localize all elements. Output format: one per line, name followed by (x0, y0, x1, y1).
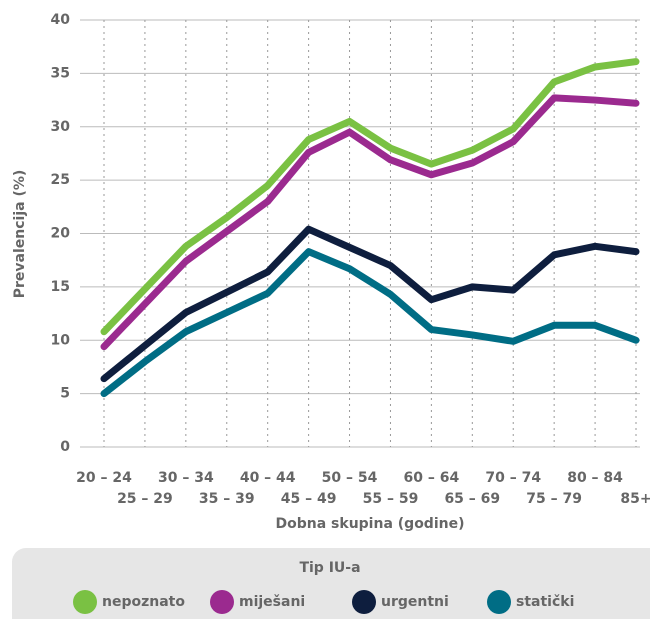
series-line (100, 248, 640, 398)
x-tick-label: 25 – 29 (117, 491, 173, 507)
x-tick-label: 35 – 39 (199, 491, 255, 507)
x-tick-label: 20 – 24 (76, 470, 132, 486)
legend-marker (210, 590, 234, 614)
x-tick-label: 85+ (620, 491, 650, 507)
y-tick-label: 35 (51, 65, 70, 81)
legend-label: statički (516, 594, 574, 610)
y-tick-label: 5 (60, 386, 70, 402)
x-tick-label: 75 – 79 (526, 491, 582, 507)
y-tick-label: 15 (51, 279, 70, 295)
y-tick-label: 40 (51, 12, 71, 28)
x-tick-label: 70 – 74 (485, 470, 541, 486)
series-line (100, 94, 640, 351)
x-tick-label: 65 – 69 (444, 491, 500, 507)
y-tick-label: 20 (51, 226, 71, 242)
x-tick-label: 60 – 64 (404, 470, 460, 486)
x-tick-label: 40 – 44 (240, 470, 296, 486)
series-line (100, 58, 640, 336)
legend-marker (73, 590, 97, 614)
y-axis-title: Prevalencija (%) (12, 170, 28, 299)
legend-title: Tip IU-a (299, 560, 360, 576)
legend-marker (487, 590, 511, 614)
x-tick-label: 50 – 54 (322, 470, 378, 486)
series-line (100, 225, 640, 383)
x-axis-title: Dobna skupina (godine) (276, 516, 465, 532)
x-tick-label: 30 – 34 (158, 470, 214, 486)
x-tick-label: 80 – 84 (567, 470, 623, 486)
x-tick-label: 55 – 59 (363, 491, 419, 507)
legend-label: nepoznato (102, 594, 185, 610)
legend-label: urgentni (381, 594, 449, 610)
legend-marker (352, 590, 376, 614)
legend-label: miješani (239, 594, 305, 610)
y-tick-label: 30 (51, 119, 71, 135)
y-tick-label: 0 (60, 439, 70, 455)
y-tick-label: 10 (51, 332, 71, 348)
x-tick-label: 45 – 49 (281, 491, 337, 507)
y-tick-label: 25 (51, 172, 70, 188)
